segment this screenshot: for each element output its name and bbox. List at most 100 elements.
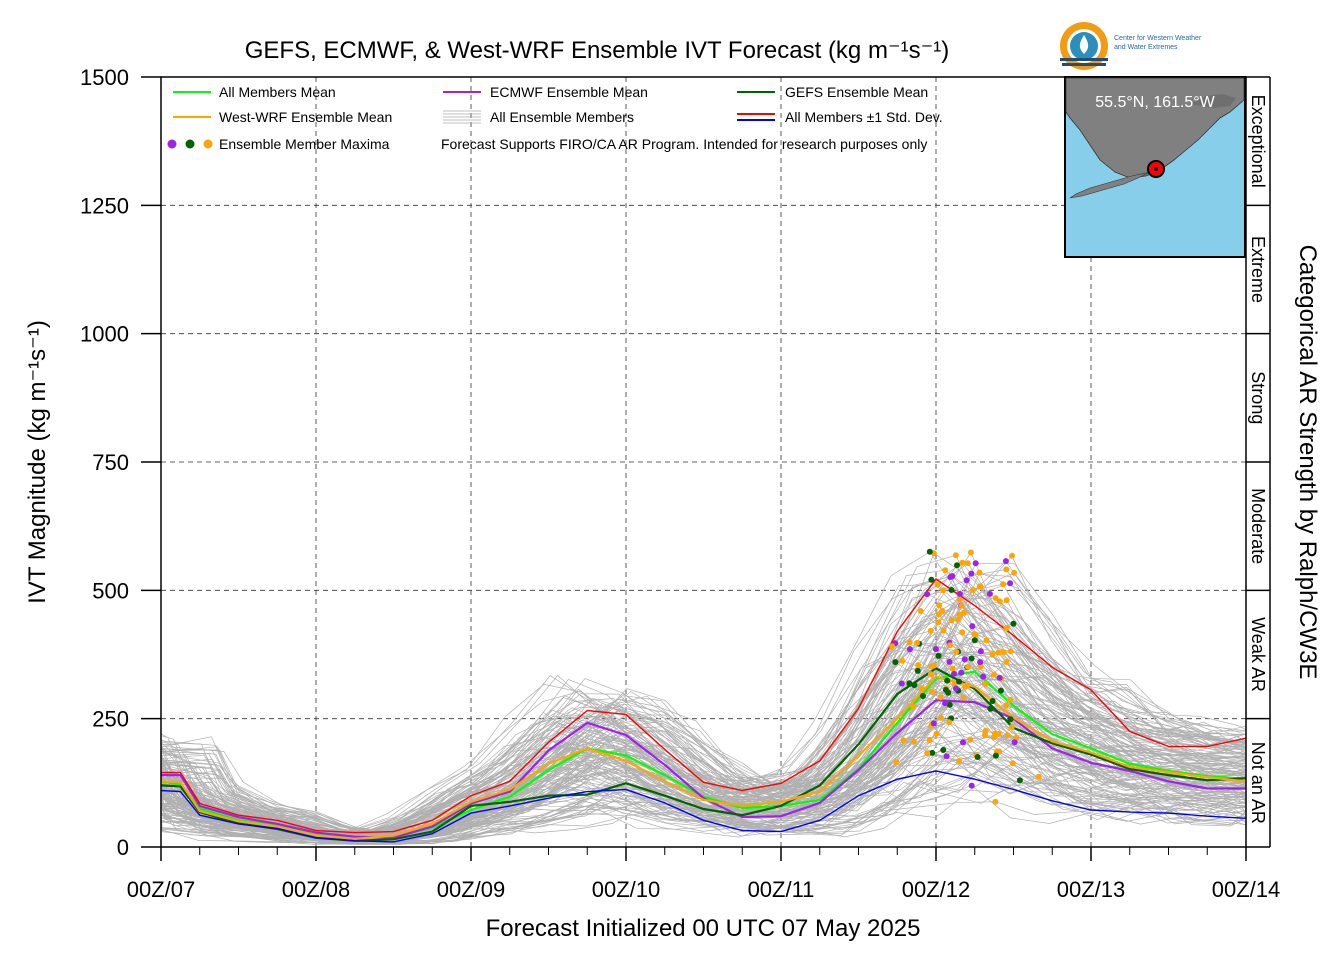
member-maximum-point — [976, 569, 983, 576]
member-maximum-point — [927, 627, 934, 634]
member-maximum-point — [932, 646, 939, 653]
member-maximum-point — [929, 688, 936, 695]
member-maximum-point — [963, 577, 970, 584]
legend-note: Forecast Supports FIRO/CA AR Program. In… — [441, 136, 927, 152]
member-maximum-point — [971, 631, 978, 637]
member-maximum-point — [968, 570, 975, 577]
member-maximum-point — [948, 617, 955, 624]
member-maximum-point — [992, 752, 999, 759]
series-line — [160, 675, 1247, 840]
member-maximum-point — [924, 750, 931, 757]
x-tick-label: 00Z/08 — [282, 877, 351, 902]
member-maximum-point — [977, 648, 984, 655]
logo-line-2: and Water Extremes — [1114, 44, 1178, 51]
y-tick-label: 250 — [92, 707, 129, 732]
series-lines — [160, 578, 1247, 843]
y-tick-label: 750 — [92, 450, 129, 475]
x-tick-label: 00Z/10 — [592, 877, 661, 902]
member-maximum-point — [926, 548, 933, 555]
member-maximum-point — [989, 651, 996, 658]
y-axis-label: IVT Magnitude (kg m⁻¹s⁻¹) — [24, 320, 51, 604]
member-maximum-point — [956, 596, 963, 603]
member-maximum-point — [893, 759, 900, 766]
member-maximum-point — [967, 549, 974, 556]
legend-label: All Members Mean — [219, 84, 336, 100]
inset-map: 55.5°N, 161.5°W — [1064, 76, 1246, 258]
member-maximum-point — [917, 608, 924, 614]
member-maximum-point — [987, 705, 994, 712]
member-maximum-point — [906, 639, 913, 646]
member-maximum-point — [919, 685, 926, 692]
member-maximum-point — [911, 682, 918, 689]
ensemble-member-line — [160, 739, 1247, 843]
member-maximum-point — [960, 694, 967, 701]
category-label: Exceptional — [1248, 95, 1268, 188]
member-maximum-point — [914, 667, 921, 674]
member-maximum-point — [976, 583, 983, 590]
member-maximum-point — [926, 737, 933, 743]
member-maximum-point — [961, 656, 968, 663]
member-maximum-point — [969, 623, 976, 630]
series-line — [161, 578, 1247, 834]
member-maximum-point — [939, 607, 946, 614]
member-maximum-point — [929, 749, 936, 756]
member-maximum-point — [986, 590, 993, 597]
member-maximum-point — [982, 732, 988, 738]
ensemble-member-line — [160, 752, 1247, 843]
x-tick-label: 00Z/14 — [1212, 877, 1281, 902]
member-maximum-point — [958, 669, 965, 676]
ensemble-member-line — [160, 722, 1247, 841]
y-tick-label: 1500 — [80, 65, 129, 90]
member-maximum-point — [1003, 659, 1010, 665]
member-maximum-point — [906, 646, 913, 653]
chart-title: GEFS, ECMWF, & West-WRF Ensemble IVT For… — [245, 37, 950, 64]
member-maximum-point — [946, 719, 953, 726]
member-maximum-point — [958, 602, 965, 609]
member-maximum-point — [1009, 552, 1015, 559]
member-maximum-point — [936, 602, 943, 609]
x-tick-label: 00Z/11 — [748, 877, 815, 902]
member-maximum-point — [944, 677, 951, 684]
y-tick-label: 500 — [92, 578, 129, 603]
legend-label: West-WRF Ensemble Mean — [219, 109, 392, 125]
member-maximum-point — [1007, 580, 1014, 587]
member-maximum-point — [1010, 620, 1017, 627]
member-maximum-point — [964, 560, 971, 567]
ensemble-member-line — [160, 661, 1247, 839]
member-maximum-point — [964, 663, 971, 670]
member-maximum-point — [949, 665, 956, 672]
y-tick-label: 1000 — [80, 322, 129, 347]
legend: All Members Mean ECMWF Ensemble Mean GEF… — [167, 84, 943, 152]
member-maximum-point — [892, 659, 899, 666]
category-label: Not an AR — [1248, 742, 1268, 824]
member-maximum-point — [949, 573, 956, 580]
ensemble-member-line — [160, 579, 1247, 834]
member-maximum-point — [951, 670, 957, 677]
cw3e-logo: Center for Western Weather and Water Ext… — [1060, 22, 1202, 70]
member-maximum-point — [977, 663, 984, 670]
member-maximum-point — [933, 730, 940, 737]
member-maximum-point — [952, 685, 959, 692]
member-maximum-point — [956, 590, 963, 597]
member-maximum-point — [996, 674, 1003, 681]
member-maximum-point — [940, 747, 947, 753]
category-label: Strong — [1248, 371, 1268, 424]
ensemble-member-line — [160, 572, 1247, 835]
member-maximum-point — [1004, 732, 1011, 739]
member-maximum-point — [1008, 724, 1015, 731]
ensemble-member-line — [160, 688, 1247, 841]
member-maximum-point — [996, 598, 1003, 605]
member-maximum-point — [956, 678, 963, 685]
member-maximum-point — [898, 680, 905, 687]
member-maximum-point — [992, 595, 999, 602]
legend-label: All Ensemble Members — [490, 109, 634, 125]
ensemble-member-line — [160, 572, 1247, 834]
member-maximum-point — [992, 798, 999, 805]
member-maximum-point — [942, 567, 949, 574]
member-maximum-point — [1009, 760, 1016, 767]
x-tick-label: 00Z/12 — [902, 877, 971, 902]
right-axis-label: Categorical AR Strength by Ralph/CW3E — [1294, 245, 1321, 680]
member-maximum-point — [959, 629, 966, 636]
category-label: Moderate — [1248, 488, 1268, 564]
member-maximum-point — [940, 627, 947, 634]
